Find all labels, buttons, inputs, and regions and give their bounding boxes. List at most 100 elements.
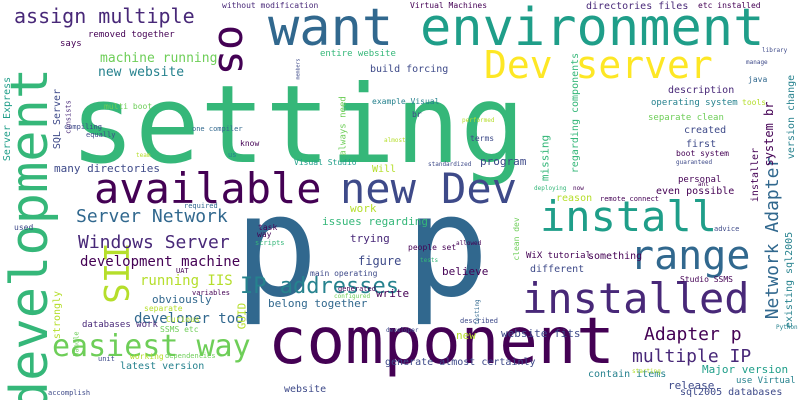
word-tests: tests: [420, 257, 439, 264]
word-uat: UAT: [176, 267, 189, 275]
word-example-visual: example Visual: [372, 97, 440, 106]
word-ssms-etc: SSMS etc: [160, 325, 199, 334]
word-description: description: [668, 85, 735, 96]
word-ant: ant: [698, 181, 709, 188]
word-work: work: [350, 202, 377, 215]
word-ip-addresses: IP addresses: [240, 274, 399, 299]
word-unit: unit: [98, 355, 115, 363]
word-p: p: [234, 166, 319, 329]
word-sql2005-databases: sql2005 databases: [680, 387, 783, 398]
word-install: install: [540, 192, 718, 241]
word-server-express: Server Express: [2, 76, 13, 162]
word-developer: developer: [386, 327, 419, 334]
word-figure: figure: [358, 254, 402, 268]
word-people-set: people set: [408, 243, 457, 252]
word-os: os: [209, 24, 258, 76]
word-range: range: [630, 233, 751, 279]
word-boot-system: boot system: [676, 149, 729, 158]
word-curious: Curious: [166, 315, 200, 324]
word-something: something: [588, 251, 643, 262]
word-generated: generated: [338, 285, 376, 293]
word-br: br: [412, 110, 422, 119]
word-entire-website: entire website: [320, 49, 396, 59]
word-compiling: compiling: [64, 123, 102, 131]
word-many-directories: many directories: [54, 162, 160, 175]
word-website: website: [284, 384, 327, 395]
word-contain-items: contain items: [588, 369, 667, 380]
word-know: know: [240, 139, 260, 148]
word-available: available: [94, 164, 322, 213]
word-almost: almost: [384, 137, 406, 144]
word-even-possible: even possible: [656, 186, 735, 197]
word-obviously: obviously: [152, 293, 212, 306]
word-python: Python: [776, 324, 798, 331]
word-build-forcing: build forcing: [370, 64, 449, 75]
word-accomplish: accomplish: [48, 389, 91, 397]
word-dev-server: Dev server: [484, 43, 713, 87]
word-used: used: [14, 223, 34, 232]
word-virtual-machines: Virtual Machines: [410, 1, 488, 10]
word-working: working: [130, 352, 164, 361]
word-separate: separate: [144, 304, 183, 313]
word-dependencies: dependencies: [165, 352, 216, 360]
word-strongly: strongly: [52, 290, 63, 340]
word-program: program: [480, 155, 527, 168]
word-generate-almost-certainly: generate almost certainly: [385, 357, 536, 368]
word-described: described: [460, 317, 498, 325]
word-component: component: [268, 305, 615, 379]
word-directories-files: directories files: [586, 1, 689, 12]
word-issues-regarding: issues regarding: [322, 215, 428, 228]
word-use-virtual: use Virtual: [736, 376, 796, 386]
word-one-compiler: one compiler: [192, 125, 243, 133]
word-guaranteed: guaranteed: [676, 159, 713, 166]
word-windows-server: Windows Server: [78, 232, 230, 253]
word-always-need: always need: [338, 96, 348, 156]
word-manage: manage: [746, 59, 768, 66]
word-task: task: [258, 223, 278, 232]
word-setting: setting: [70, 63, 526, 188]
word-server-network: Server Network: [76, 206, 228, 227]
word-personal: personal: [678, 175, 722, 185]
word-major-version: Major version: [702, 363, 789, 376]
word-network-adapter: Network Adapter: [762, 156, 783, 320]
word-new-website: new website: [98, 65, 185, 80]
word-visual-studio: Visual Studio: [294, 158, 357, 167]
word-allowed: allowed: [456, 240, 482, 247]
word-existing-sql2005: existing sql2005: [784, 231, 795, 329]
word-tools: tools: [742, 98, 767, 107]
word-development-machine: development machine: [80, 254, 241, 270]
word-different: different: [530, 264, 585, 275]
word-guid: GUID: [235, 302, 249, 330]
word-clean-dev: clean dev: [512, 217, 521, 261]
word-databases-work: databases work: [82, 320, 158, 330]
word-library: library: [762, 47, 788, 54]
word-trying: trying: [350, 232, 390, 245]
word-installed: installed: [522, 274, 750, 323]
word-team: team: [136, 152, 151, 159]
word-performed: performed: [462, 117, 495, 124]
word-multiple-ip: multiple IP: [632, 346, 752, 367]
word-created: created: [684, 125, 727, 136]
word-variables: variables: [192, 289, 230, 297]
word-system-br: system br: [762, 101, 776, 167]
word-main-operating: main operating: [310, 269, 378, 278]
word-multi-boot: multi boot: [104, 102, 153, 111]
word-configured: configured: [334, 293, 371, 300]
word-new-dev: new Dev: [340, 164, 518, 213]
word-p: p: [405, 166, 490, 329]
word-terms: terms: [470, 134, 495, 143]
word-reason: reason: [556, 193, 593, 204]
word-separate-clean: separate clean: [648, 113, 724, 123]
word-regarding-components: regarding components: [570, 52, 581, 174]
word-assign-multiple: assign multiple: [14, 4, 195, 28]
word-without-modification: without modification: [222, 1, 319, 10]
word-release: release: [668, 379, 715, 392]
word-required: required: [184, 202, 218, 210]
word-belong-together: belong together: [268, 297, 368, 310]
word-testing: testing: [474, 299, 481, 325]
word-believe: believe: [442, 265, 489, 278]
word-easiest-way: easiest way: [52, 329, 251, 364]
word-running-iis: running IIS: [140, 273, 233, 289]
word-starting: starting: [632, 368, 661, 375]
word-scripts: scripts: [255, 239, 285, 247]
